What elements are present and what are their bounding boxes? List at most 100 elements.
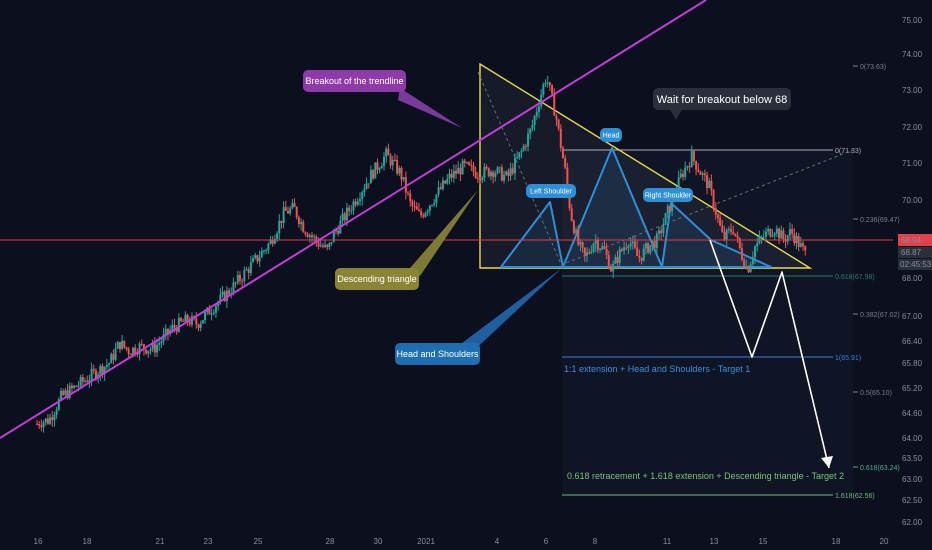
candle-body xyxy=(110,354,113,364)
candle-body xyxy=(642,248,645,261)
candle-body xyxy=(44,418,47,423)
candle-body xyxy=(437,187,440,195)
candle-body xyxy=(503,174,506,181)
candle-body xyxy=(160,341,163,344)
candle-body xyxy=(297,217,300,225)
candle-body xyxy=(500,167,503,181)
countdown-tag-bg xyxy=(898,259,932,270)
x-tick-label: 4 xyxy=(495,537,500,546)
candle-body xyxy=(356,201,359,205)
y-tick-label: 63.00 xyxy=(902,475,923,484)
left-shoulder-label: Left Shoulder xyxy=(526,184,576,198)
candle-body xyxy=(118,342,121,350)
candle-body xyxy=(614,257,617,264)
candle-body xyxy=(446,178,449,184)
y-tick-label: 72.00 xyxy=(902,123,923,132)
candle-body xyxy=(612,263,615,272)
candle-body xyxy=(588,252,591,254)
candle-body xyxy=(647,243,650,253)
candle-body xyxy=(465,162,468,164)
candle-body xyxy=(236,274,239,283)
candle-body xyxy=(221,291,224,295)
candle-body xyxy=(594,240,597,244)
candle-body xyxy=(433,203,436,205)
candle-body xyxy=(511,168,514,174)
candle-body xyxy=(714,208,717,215)
candle-body xyxy=(140,343,143,345)
candle-body xyxy=(677,177,680,192)
candle-body xyxy=(590,251,593,253)
candle-body xyxy=(472,165,475,172)
candle-body xyxy=(46,418,49,424)
candle-body xyxy=(546,82,549,84)
candle-body xyxy=(494,173,497,177)
candle-body xyxy=(548,82,551,86)
y-tick-label: 62.50 xyxy=(902,496,923,505)
candle-body xyxy=(616,257,619,264)
candle-body xyxy=(699,171,702,175)
candle-body xyxy=(271,239,274,244)
candle-body xyxy=(468,162,471,165)
fib-level-label: 0(73.63) xyxy=(860,64,886,71)
candle-body xyxy=(116,342,119,349)
candle-body xyxy=(247,269,250,274)
candle-body xyxy=(710,180,713,191)
candle-body xyxy=(92,369,95,371)
candle-body xyxy=(583,247,586,256)
candle-body xyxy=(300,222,303,225)
countdown-tag-label: 02:45:53 xyxy=(900,260,932,269)
wait-label-bg xyxy=(653,88,791,110)
candle-body xyxy=(489,171,492,177)
candle-body xyxy=(778,228,781,239)
candle-body xyxy=(557,119,560,129)
candle-body xyxy=(136,353,139,355)
candle-body xyxy=(620,249,623,251)
candle-body xyxy=(745,266,748,268)
candle-body xyxy=(114,348,117,360)
trendline xyxy=(0,0,707,439)
x-tick-label: 23 xyxy=(204,537,213,546)
candle-body xyxy=(343,213,346,221)
candle-body xyxy=(228,290,231,295)
candle-body xyxy=(147,350,150,354)
axes: 75.0074.0073.0072.0071.0070.0069.0068.00… xyxy=(34,16,932,546)
candle-body xyxy=(42,422,45,428)
candle-body xyxy=(708,180,711,189)
candle-body xyxy=(402,177,405,180)
candle-body xyxy=(308,235,311,238)
candle-body xyxy=(265,250,268,252)
candle-body xyxy=(363,188,366,193)
candle-body xyxy=(415,206,418,210)
candle-body xyxy=(747,266,750,273)
candle-body xyxy=(522,145,525,151)
x-tick-label: 13 xyxy=(710,537,719,546)
triangle-label: Descending triangle xyxy=(335,268,419,290)
candle-body xyxy=(623,247,626,251)
candle-body xyxy=(513,158,516,174)
candle-body xyxy=(450,173,453,178)
candle-body xyxy=(479,178,482,181)
hs-label: Head and Shoulders xyxy=(395,343,480,365)
candle-body xyxy=(686,166,689,168)
right-shoulder-label-text: Right Shoulder xyxy=(645,193,692,200)
candle-body xyxy=(214,306,217,313)
wait-label: Wait for breakout below 68 xyxy=(653,88,791,110)
x-tick-label: 16 xyxy=(34,537,43,546)
candle-body xyxy=(328,242,331,248)
candle-body xyxy=(535,111,538,117)
candle-body xyxy=(507,171,510,176)
x-tick-label: 20 xyxy=(880,537,889,546)
candle-body xyxy=(269,239,272,244)
candle-body xyxy=(411,201,414,207)
fib-level-label: 1.618(62.56) xyxy=(835,493,875,500)
candle-body xyxy=(740,248,743,260)
candle-body xyxy=(387,148,390,156)
candle-body xyxy=(690,151,693,168)
candle-body xyxy=(199,323,202,328)
candle-body xyxy=(551,85,554,94)
y-tick-label: 64.00 xyxy=(902,434,923,443)
y-tick-label: 67.00 xyxy=(902,312,923,321)
head-label-bg xyxy=(600,128,622,142)
candle-body xyxy=(396,159,399,174)
